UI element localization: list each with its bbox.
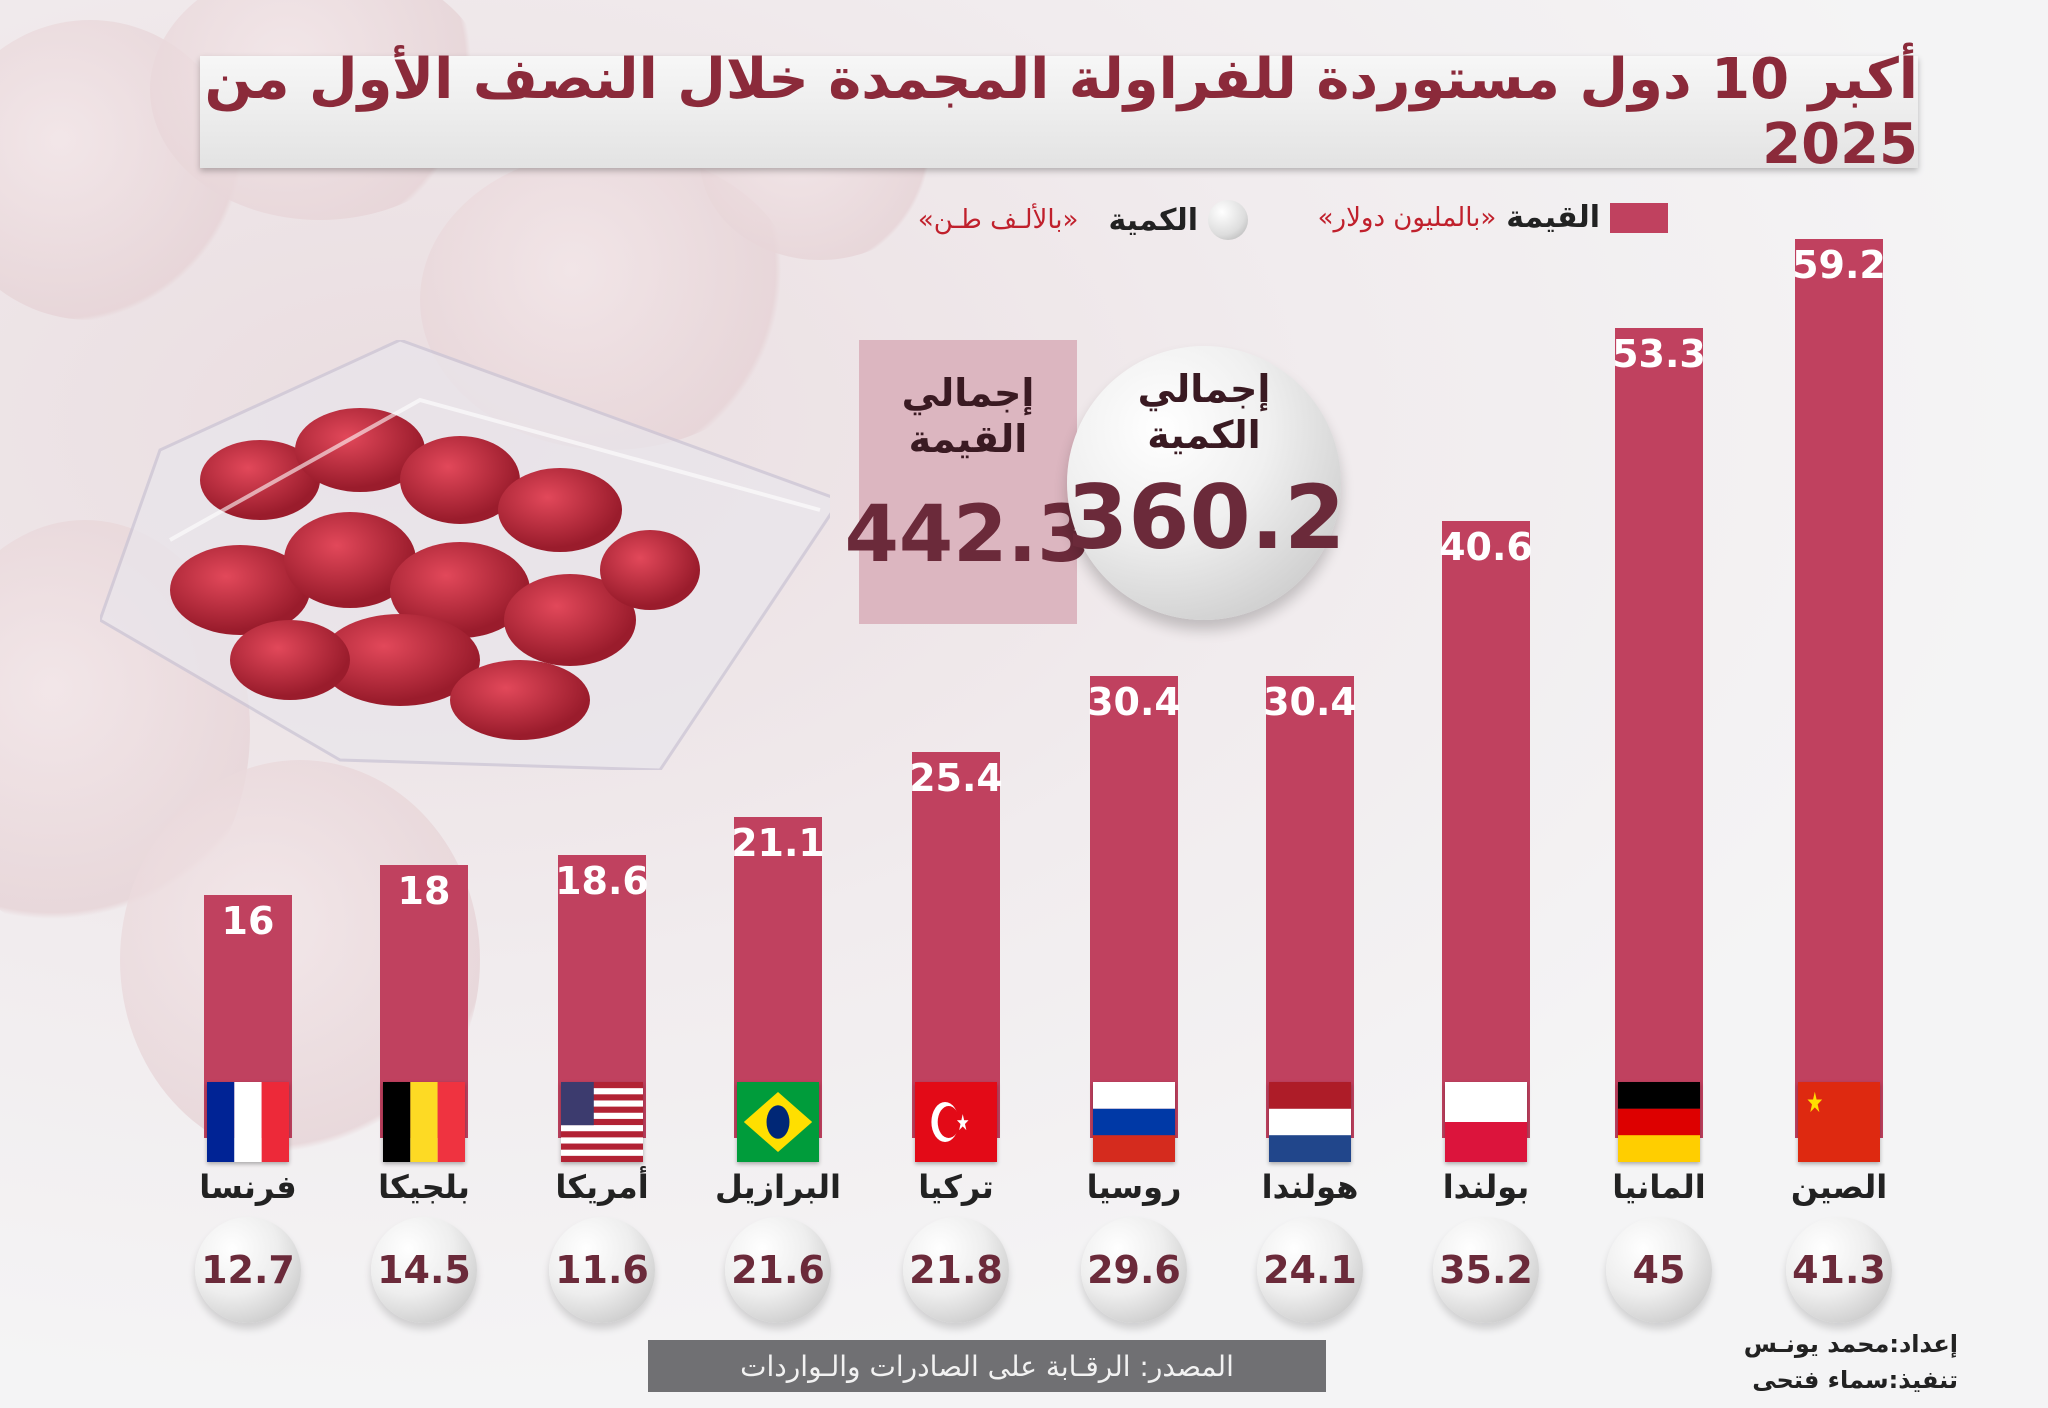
- country-label: تركيا: [918, 1168, 994, 1206]
- flag-belgium-icon: [383, 1082, 465, 1162]
- quantity-circle: 29.6: [1081, 1217, 1187, 1323]
- bar-value-label: 25.4: [909, 756, 1003, 801]
- bar-value-label: 30.4: [1263, 680, 1357, 725]
- country-label: هولندا: [1261, 1168, 1359, 1206]
- bar-value-label: 59.2: [1792, 242, 1886, 287]
- bar-china: [1795, 238, 1883, 1138]
- total-value-label: إجمالي القيمة: [901, 371, 1035, 461]
- svg-text:★: ★: [956, 1111, 969, 1136]
- country-label: بولندا: [1442, 1168, 1530, 1206]
- bar-value-label: 30.4: [1087, 680, 1181, 725]
- bar-poland: [1442, 521, 1530, 1138]
- bar-value-label: 40.6: [1439, 525, 1533, 570]
- quantity-circle: 11.6: [549, 1217, 655, 1323]
- flag-turkey-icon: ★: [915, 1082, 997, 1162]
- flag-russia-icon: [1093, 1082, 1175, 1162]
- legend-quantity: الكمية «بالألـف طـن»: [918, 200, 1248, 240]
- quantity-circle: 45: [1606, 1217, 1712, 1323]
- flag-france-icon: [207, 1082, 289, 1162]
- bar-value-label: 18: [397, 868, 451, 913]
- source-bar: المصدر: الرقـابة على الصادرات والـواردات: [648, 1340, 1326, 1392]
- country-label: الصين: [1790, 1168, 1888, 1206]
- bar-turkey: [912, 752, 1000, 1138]
- flag-poland-icon: [1445, 1082, 1527, 1162]
- bar-value-label: 53.3: [1612, 332, 1706, 377]
- quantity-circle: 24.1: [1257, 1217, 1363, 1323]
- title-banner: أكبر 10 دول مستوردة للفراولة المجمدة خلا…: [200, 47, 1918, 177]
- legend-bar-swatch: [1610, 202, 1668, 233]
- country-label: بلجيكا: [378, 1168, 470, 1206]
- bar-netherlands: [1266, 676, 1354, 1138]
- quantity-circle: 41.3: [1786, 1217, 1892, 1323]
- bar-germany: [1615, 328, 1703, 1138]
- flag-brazil-icon: [737, 1082, 819, 1162]
- designed-by: تنفيذ:سماء فتحى: [1752, 1366, 1958, 1394]
- total-value: 442.3: [844, 490, 1092, 580]
- bar-russia: [1090, 676, 1178, 1138]
- legend-value-unit: «بالمليون دولار»: [1317, 202, 1497, 233]
- prepared-by: إعداد:محمد يونـس: [1743, 1330, 1958, 1358]
- frozen-strawberry-bag-image: [100, 340, 830, 770]
- quantity-circle: 14.5: [371, 1217, 477, 1323]
- country-label: المانيا: [1612, 1168, 1706, 1206]
- source-text: المصدر: الرقـابة على الصادرات والـواردات: [740, 1349, 1234, 1383]
- quantity-circle: 21.6: [725, 1217, 831, 1323]
- total-quantity-label: إجمالي الكمية: [1137, 367, 1271, 457]
- total-quantity: 360.2: [1067, 466, 1346, 569]
- flag-netherlands-icon: [1269, 1082, 1351, 1162]
- bar-value-label: 21.1: [731, 821, 825, 866]
- bar-value-label: 18.6: [555, 859, 649, 904]
- country-label: روسيا: [1086, 1168, 1182, 1206]
- legend-value-label: القيمة: [1506, 200, 1600, 235]
- quantity-circle: 12.7: [195, 1217, 301, 1323]
- legend-quantity-label: الكمية: [1108, 202, 1198, 238]
- country-label: فرنسا: [199, 1168, 297, 1206]
- total-value-box: إجمالي القيمة 442.3: [845, 340, 1091, 624]
- flag-germany-icon: [1618, 1082, 1700, 1162]
- legend-quantity-unit: «بالألـف طـن»: [917, 205, 1079, 235]
- quantity-circle: 35.2: [1433, 1217, 1539, 1323]
- country-label: البرازيل: [715, 1168, 841, 1206]
- bar-value-label: 16: [221, 898, 275, 943]
- flag-usa-icon: [561, 1082, 643, 1162]
- total-quantity-circle: إجمالي الكمية 360.2: [1067, 346, 1346, 620]
- legend-value: القيمة «بالمليون دولار»: [1318, 200, 1668, 235]
- country-label: أمريكا: [555, 1168, 649, 1206]
- flag-china-icon: ★: [1798, 1082, 1880, 1162]
- svg-text:★: ★: [1806, 1086, 1823, 1119]
- quantity-circle: 21.8: [903, 1217, 1009, 1323]
- legend-circle-swatch: [1208, 200, 1248, 240]
- chart-title: أكبر 10 دول مستوردة للفراولة المجمدة خلا…: [204, 47, 1918, 177]
